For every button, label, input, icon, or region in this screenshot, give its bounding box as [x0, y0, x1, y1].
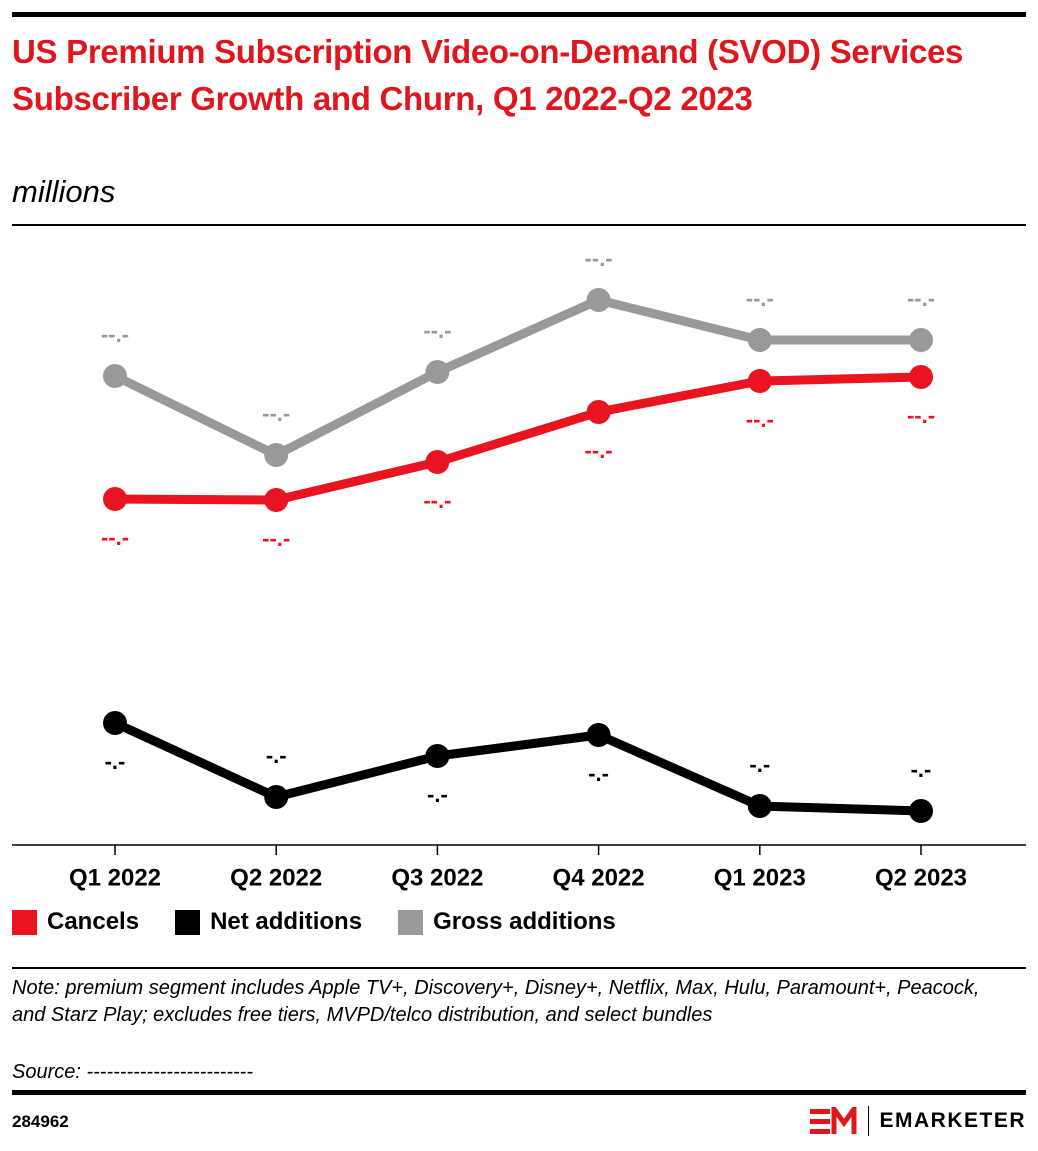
x-tick-label: Q3 2022: [391, 864, 483, 891]
data-point: [264, 488, 289, 512]
logo: [809, 1107, 857, 1134]
chart-id: 284962: [12, 1112, 69, 1131]
brand-name: EMARKETER: [879, 1109, 1026, 1132]
data-point: [264, 785, 289, 809]
data-label: --.-: [585, 246, 613, 271]
data-label: --.-: [262, 401, 290, 426]
data-point: [747, 794, 772, 818]
data-label: -.-: [427, 782, 448, 807]
brand: EMARKETER: [809, 1106, 1026, 1136]
legend-item: Cancels: [12, 908, 139, 936]
chart-subtitle: millions: [12, 174, 116, 209]
data-point: [425, 360, 450, 384]
data-point: [586, 288, 611, 312]
data-label: --.-: [101, 525, 129, 550]
data-label: --.-: [907, 403, 935, 428]
data-point: [909, 799, 933, 823]
note: Note: premium segment includes Apple TV+…: [12, 977, 980, 1026]
data-label: -.-: [266, 743, 287, 768]
data-point: [103, 487, 127, 511]
legend-swatch: [398, 909, 424, 935]
x-tick-label: Q1 2022: [69, 864, 161, 891]
data-label: --.-: [423, 318, 451, 343]
legend-label: Gross additions: [433, 908, 616, 935]
data-point: [586, 723, 611, 747]
x-tick-label: Q2 2022: [230, 864, 322, 891]
legend: Cancels Net additions Gross additions: [12, 908, 616, 936]
series-line: [114, 372, 922, 505]
data-point: [103, 711, 127, 735]
data-point: [103, 364, 127, 388]
series-line: [113, 718, 922, 816]
data-label: --.-: [746, 286, 774, 311]
data-label: --.-: [907, 286, 935, 311]
data-point: [425, 744, 450, 768]
brand-divider: [867, 1106, 870, 1136]
legend-swatch: [12, 909, 37, 935]
data-label: --.-: [101, 322, 129, 347]
data-point: [264, 443, 289, 467]
data-point: [425, 450, 450, 474]
data-point: [909, 365, 933, 389]
divider: [12, 224, 1026, 226]
data-point: [909, 328, 933, 352]
source: Source: -------------------------: [12, 1061, 253, 1083]
legend-item: Net additions: [175, 908, 362, 936]
legend-label: Net additions: [210, 908, 363, 935]
data-label: --.-: [585, 438, 613, 463]
data-label: --.-: [262, 526, 290, 551]
data-label: --.-: [423, 488, 451, 513]
data-label: --.-: [746, 407, 774, 432]
chart-title: US Premium Subscription Video-on-Demand …: [12, 33, 964, 117]
data-point: [747, 369, 772, 393]
data-label: -.-: [105, 749, 126, 774]
legend-item: Gross additions: [398, 908, 616, 936]
legend-swatch: [175, 909, 201, 935]
chart: Q1 2022 Q2 2022 Q3 2022 Q4 2022 Q1 2023 Q2 20…: [12, 246, 1026, 891]
series-line: [113, 295, 921, 460]
top-bar: [12, 12, 1026, 17]
data-label: -.-: [749, 752, 770, 777]
divider: [12, 967, 1026, 969]
bottom-bar: [12, 1090, 1026, 1095]
x-tick-label: Q2 2023: [875, 864, 967, 891]
x-tick-label: Q1 2023: [714, 864, 806, 891]
data-label: -.-: [911, 757, 932, 782]
data-point: [586, 400, 611, 424]
data-point: [747, 328, 772, 352]
data-label: -.-: [588, 761, 609, 786]
legend-label: Cancels: [47, 908, 140, 935]
x-tick-label: Q4 2022: [553, 864, 645, 891]
